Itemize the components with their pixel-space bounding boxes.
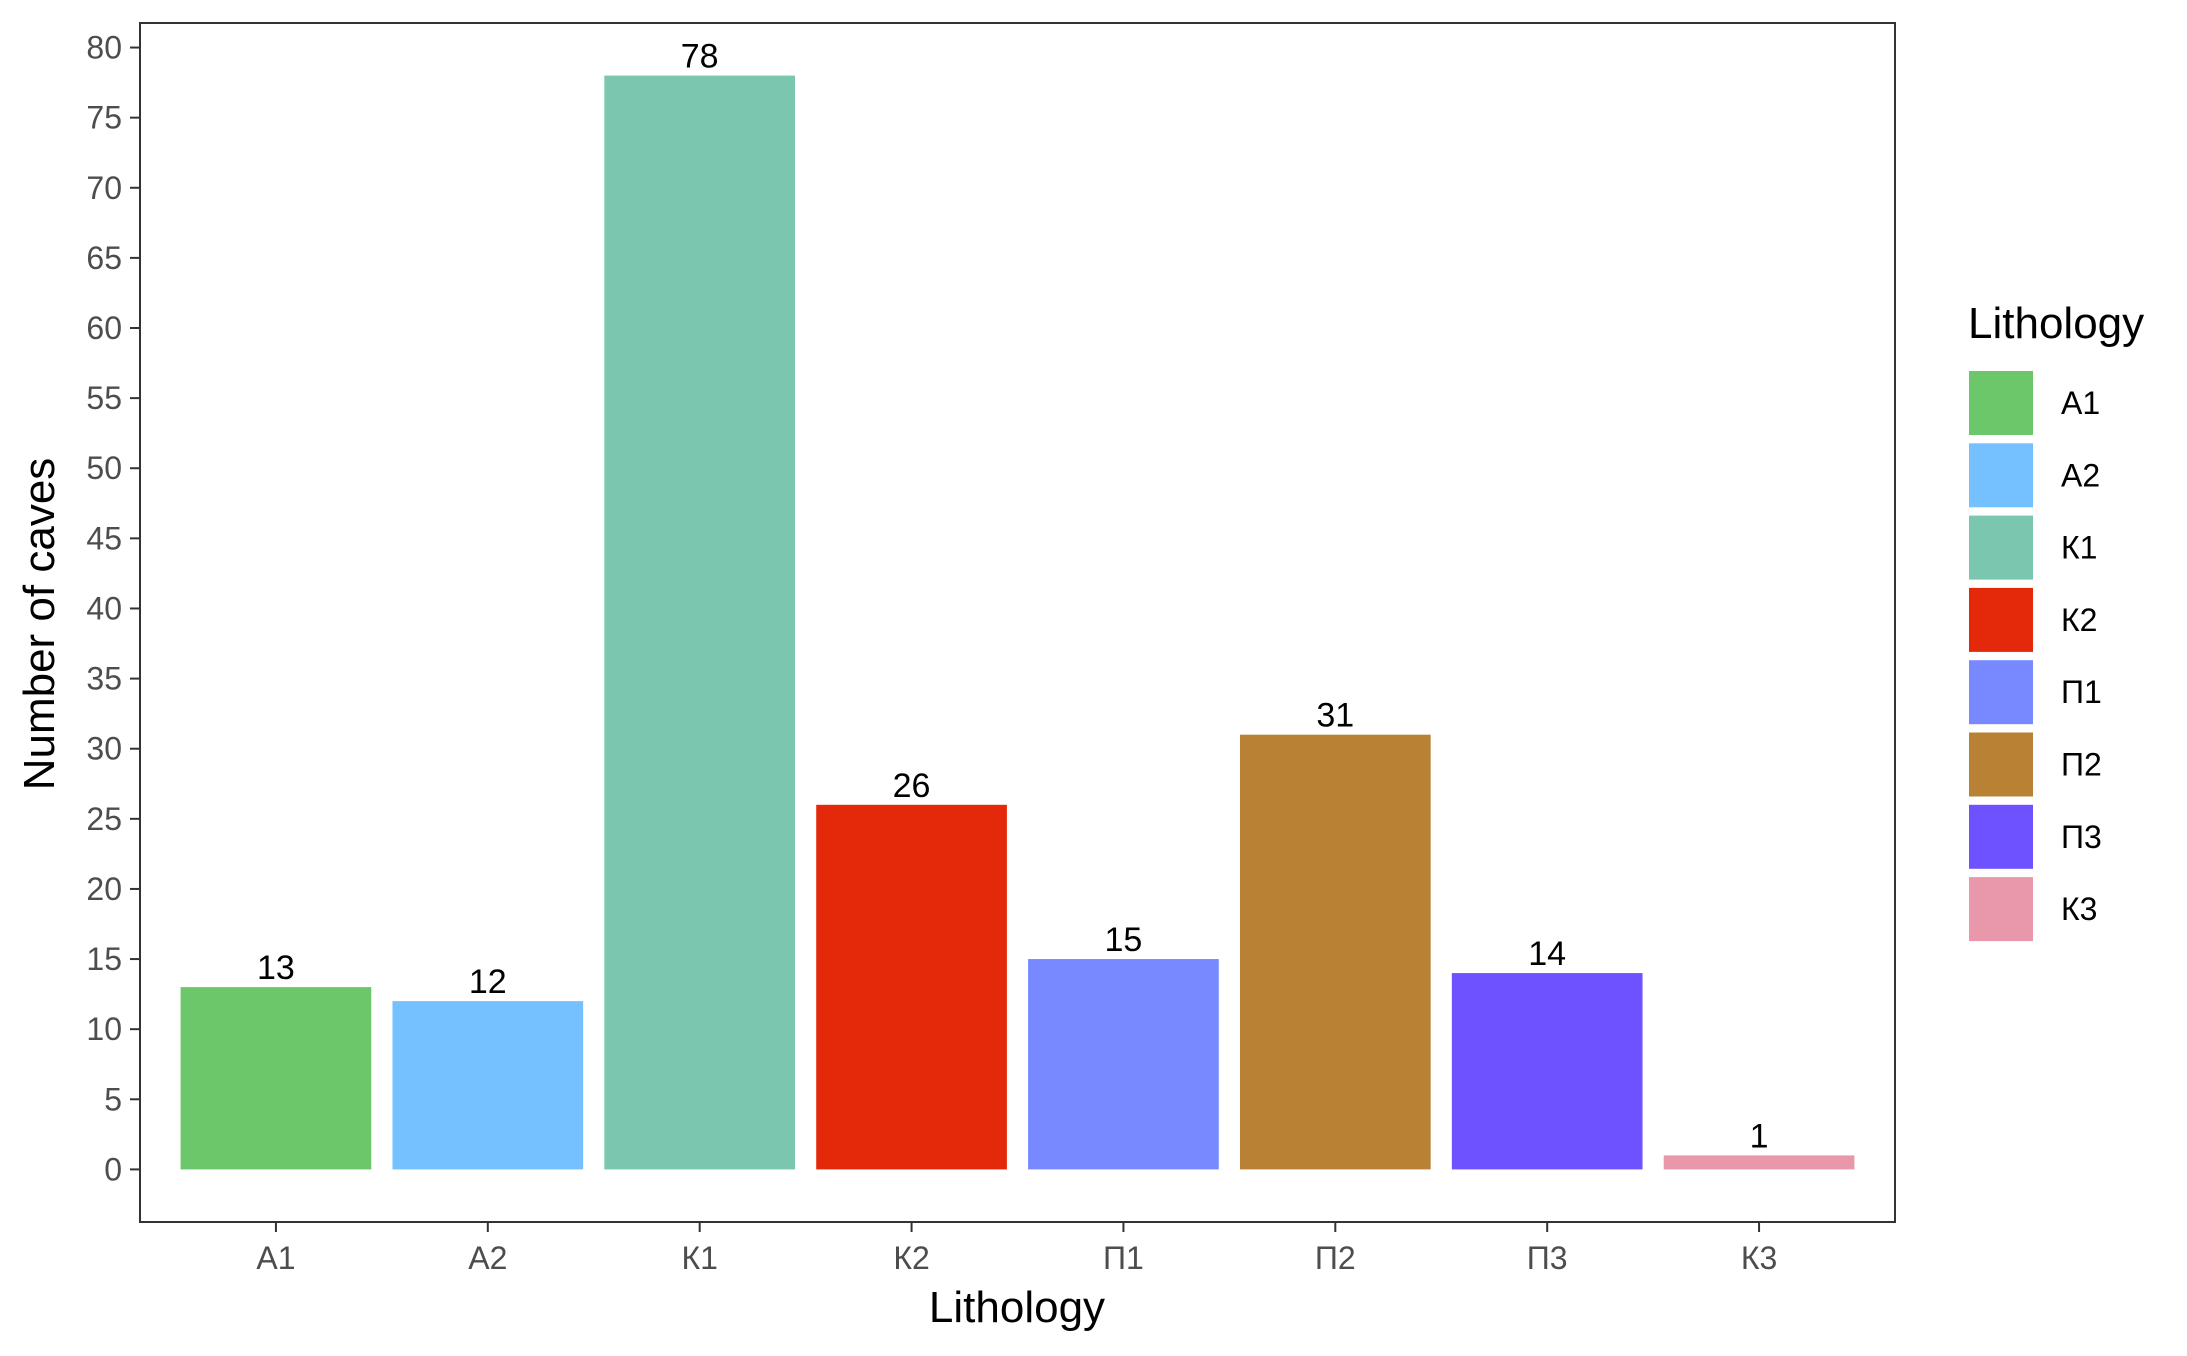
y-tick-label: 50 [86, 450, 122, 486]
legend-key-К1 [1969, 515, 2033, 580]
bar-К2 [816, 804, 1007, 1170]
y-tick-label: 60 [86, 310, 122, 346]
bar-value-label: 12 [469, 963, 507, 1001]
y-tick-label: 45 [86, 520, 122, 556]
y-tick-label: 65 [86, 240, 122, 276]
bar-value-label: 78 [681, 38, 719, 76]
y-tick-label: 80 [86, 30, 122, 66]
bar-П3 [1451, 973, 1643, 1170]
bar-К3 [1663, 1155, 1855, 1170]
legend-key-П3 [1969, 804, 2033, 869]
x-tick-label: А1 [256, 1240, 295, 1276]
legend-key-К2 [1969, 587, 2033, 652]
x-tick-label: П1 [1103, 1240, 1144, 1276]
legend-key-А2 [1969, 443, 2033, 508]
plot-layer: 13 12 78 26 15 31 14 1 [180, 38, 1855, 1170]
bar-К1 [604, 75, 796, 1170]
bar-П2 [1239, 734, 1431, 1170]
axis-layer: 0 5 10 15 20 25 30 35 40 45 50 55 60 65 70 75 80 А1 А2 К1 К2… [86, 22, 1896, 1276]
y-tick-label: 55 [86, 380, 122, 416]
y-tick-label: 30 [86, 731, 122, 767]
y-tick-label: 25 [86, 801, 122, 837]
legend-label: А2 [2061, 457, 2100, 493]
x-tick-label: К3 [1741, 1240, 1777, 1276]
x-tick-label: А2 [468, 1240, 507, 1276]
legend-key-П2 [1969, 732, 2033, 797]
bar-А2 [392, 1001, 584, 1170]
legend-label: П2 [2061, 747, 2102, 783]
legend-key-К3 [1969, 877, 2033, 942]
y-tick-label: 10 [86, 1011, 122, 1047]
x-tick-label: К2 [893, 1240, 929, 1276]
y-axis-title: Number of caves [15, 458, 64, 791]
legend-label: А1 [2061, 385, 2100, 421]
bar-value-label: 14 [1528, 935, 1566, 973]
legend-label: П1 [2061, 674, 2102, 710]
plot-border [139, 22, 1896, 1223]
legend-label: К2 [2061, 602, 2097, 638]
x-tick-label: П3 [1527, 1240, 1568, 1276]
y-tick-label: 15 [86, 941, 122, 977]
bar-П1 [1028, 959, 1219, 1170]
bar-value-label: 31 [1316, 697, 1354, 735]
legend-items: А1 А2 К1 К2 П1 П2 П3 К3 [1969, 371, 2102, 942]
legend-label: К1 [2061, 530, 2097, 566]
bar-value-label: 13 [257, 949, 295, 987]
legend-title: Lithology [1968, 299, 2144, 348]
y-tick-label: 0 [104, 1151, 122, 1187]
bar-А1 [180, 987, 372, 1170]
bar-value-label: 15 [1105, 921, 1143, 959]
x-axis-title: Lithology [929, 1283, 1105, 1332]
legend: Lithology А1 А2 К1 К2 П1 П2 П3 К3 [1968, 299, 2144, 942]
x-tick-label: К1 [681, 1240, 717, 1276]
y-tick-label: 75 [86, 100, 122, 136]
bar-value-label: 1 [1750, 1117, 1769, 1155]
y-tick-label: 40 [86, 590, 122, 626]
legend-label: К3 [2061, 891, 2097, 927]
legend-label: П3 [2061, 819, 2102, 855]
y-tick-label: 20 [86, 871, 122, 907]
legend-key-А1 [1969, 371, 2033, 435]
x-tick-label: П2 [1315, 1240, 1356, 1276]
y-tick-label: 35 [86, 661, 122, 697]
y-tick-label: 70 [86, 170, 122, 206]
y-tick-label: 5 [104, 1081, 122, 1117]
bar-value-label: 26 [893, 767, 931, 805]
legend-key-П1 [1969, 660, 2033, 725]
